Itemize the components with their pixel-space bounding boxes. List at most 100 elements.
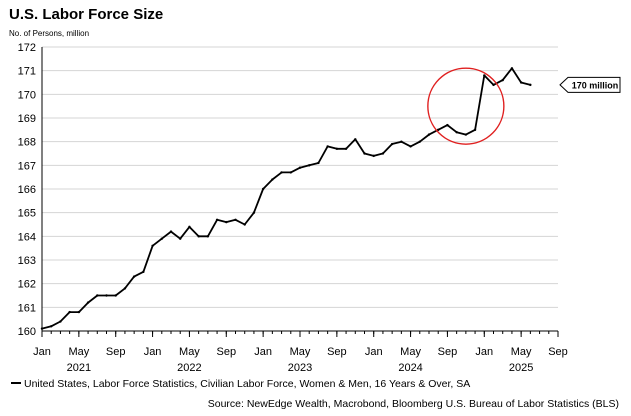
y-tick-label: 169 [18,113,36,125]
data-point [473,128,477,132]
annotations: 170 million [427,67,621,145]
x-year-label: 2023 [288,362,312,374]
data-point [225,220,228,224]
data-point [326,145,329,148]
data-point [59,320,62,323]
data-point [455,131,458,134]
y-axis-unit-label: No. of Persons, million [9,29,90,38]
data-point [105,294,108,297]
x-year-label: 2022 [177,362,201,374]
data-point [151,244,154,247]
axes: 160 161 162 163 164 165 166 167 168 169 170 171 172 J… [18,42,568,374]
x-tick-label: Sep [106,346,126,358]
data-point [234,218,237,221]
data-point [317,161,320,165]
data-point [197,235,200,238]
data-point [252,211,256,214]
x-tick-label: Sep [327,346,347,358]
series-layer [40,67,532,330]
data-point [529,83,532,87]
value-callout-label: 170 million [572,80,619,90]
data-point [298,166,302,169]
data-point [243,223,246,226]
legend: United States, Labor Force Statistics, C… [11,378,470,390]
data-point [427,133,431,136]
source-note: Source: NewEdge Wealth, Macrobond, Bloom… [207,398,619,410]
data-point [483,74,486,77]
data-point [308,164,311,167]
grid-lines [42,46,558,332]
value-callout-box [559,76,621,93]
chart-title: U.S. Labor Force Size [9,6,164,23]
y-tick-label: 171 [18,66,36,78]
data-point [132,275,136,278]
series-line [41,67,531,330]
data-point [464,133,468,136]
highlight-circle [427,67,505,145]
data-point [206,235,210,238]
x-tick-label: May [179,346,200,358]
data-point [400,140,403,143]
x-tick-label: Jan [33,346,51,358]
y-tick-label: 165 [18,208,36,220]
data-point [335,147,339,150]
data-point [68,310,71,314]
data-point [492,83,495,87]
y-tick-label: 167 [18,160,36,172]
data-point [86,301,90,304]
data-point [363,152,366,155]
data-point [381,152,385,155]
y-tick-label: 162 [18,279,36,291]
data-point [354,138,357,141]
x-tick-label: Sep [216,346,236,358]
x-tick-label: Jan [475,346,493,358]
data-point [501,78,504,82]
data-point [289,171,292,174]
data-point [188,225,191,229]
data-point [409,145,412,148]
data-point [123,287,127,290]
data-point [418,140,421,143]
x-tick-label: Jan [144,346,162,358]
data-point [40,327,44,330]
x-tick-label: Sep [438,346,458,358]
x-year-label: 2025 [509,362,533,374]
y-tick-label: 172 [18,42,36,54]
y-tick-label: 161 [18,302,36,314]
data-point [160,237,163,240]
x-tick-label: May [68,346,89,358]
x-tick-label: Jan [254,346,272,358]
data-point [261,187,265,191]
legend-label: United States, Labor Force Statistics, C… [24,378,471,390]
data-point [510,67,514,70]
y-tick-label: 164 [18,231,36,243]
y-tick-label: 160 [18,326,36,338]
data-point [271,178,274,181]
data-point [114,294,117,297]
data-point [215,218,219,221]
data-point [344,147,348,150]
data-point [390,142,394,146]
x-tick-label: May [400,346,421,358]
legend-swatch [11,382,21,385]
data-point [142,270,145,274]
data-point [280,171,283,174]
data-point [519,81,523,84]
data-point [446,123,449,127]
y-tick-label: 163 [18,255,36,267]
data-point [179,237,182,240]
data-point [437,128,440,132]
data-point [372,154,375,158]
data-point [169,230,173,233]
x-year-label: 2024 [398,362,422,374]
x-tick-label: Jan [365,346,383,358]
y-tick-label: 170 [18,89,36,101]
data-point [77,310,81,314]
data-point [50,325,53,328]
x-tick-label: Sep [548,346,568,358]
x-tick-label: May [290,346,311,358]
x-tick-label: May [511,346,532,358]
data-point [96,294,99,297]
x-year-label: 2021 [67,362,91,374]
